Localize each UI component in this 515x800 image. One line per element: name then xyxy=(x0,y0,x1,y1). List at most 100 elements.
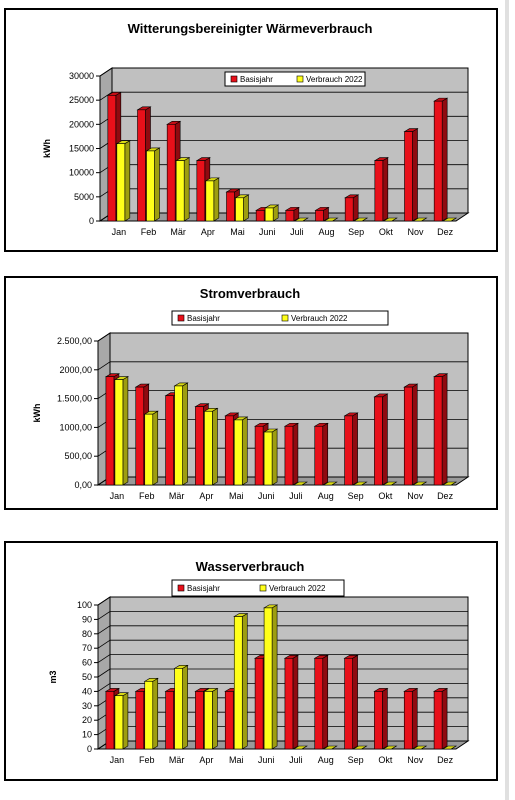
gridline-side xyxy=(97,625,111,635)
x-tick-label: Feb xyxy=(139,491,155,501)
y-tick-label: 20000 xyxy=(69,119,94,129)
bar-verbrauch2022-7 xyxy=(322,745,338,750)
gridline-side xyxy=(97,668,111,678)
legend-label: Verbrauch 2022 xyxy=(306,75,363,84)
y-tick-label: 60 xyxy=(82,658,92,668)
gridline-side xyxy=(97,596,111,606)
chart-strom: Stromverbrauch 0,00 500,00 1000,00 1.500,00 2… xyxy=(32,286,470,501)
bar-basisjahr-8 xyxy=(344,194,360,222)
y-axis-label: m3 xyxy=(48,670,58,683)
x-tick-label: Apr xyxy=(201,227,215,237)
bar-verbrauch2022-4 xyxy=(234,194,250,222)
legend-swatch xyxy=(296,75,304,83)
bar-verbrauch2022-7 xyxy=(322,481,338,486)
y-axis-label: kWh xyxy=(42,139,52,158)
bar-verbrauch2022-5 xyxy=(263,604,279,750)
bar-verbrauch2022-4 xyxy=(233,416,249,486)
x-tick-label: Okt xyxy=(379,227,394,237)
bar-verbrauch2022-2 xyxy=(175,157,191,222)
x-tick-label: Okt xyxy=(378,755,393,765)
bar-verbrauch2022-7 xyxy=(323,217,339,222)
gridline-side xyxy=(99,91,113,101)
y-tick-label: 70 xyxy=(82,643,92,653)
chart-legend: Basisjahr Verbrauch 2022 xyxy=(171,579,345,597)
y-tick-label: 50 xyxy=(82,672,92,682)
bar-basisjahr-11 xyxy=(433,97,449,222)
bar-verbrauch2022-5 xyxy=(264,204,280,222)
x-tick-label: Feb xyxy=(139,755,155,765)
chart-wasser: Wasserverbrauch 0 10 20 30 40 50 60 70 80 90 100 m3 J… xyxy=(48,559,470,765)
bar-basisjahr-9 xyxy=(373,157,389,222)
x-tick-label: Juni xyxy=(258,755,275,765)
bar-verbrauch2022-2 xyxy=(173,382,189,486)
y-tick-label: 2.500,00 xyxy=(57,336,92,346)
chart-title: Witterungsbereinigter Wärmeverbrauch xyxy=(128,21,373,36)
gridline-side xyxy=(97,654,111,663)
bar-verbrauch2022-11 xyxy=(442,217,458,222)
bar-verbrauch2022-3 xyxy=(204,177,220,222)
bar-verbrauch2022-10 xyxy=(412,745,428,750)
bar-basisjahr-9 xyxy=(373,687,389,750)
x-tick-label: Dez xyxy=(437,491,454,501)
x-tick-label: Juli xyxy=(290,227,304,237)
x-tick-label: Juni xyxy=(258,491,275,501)
bar-basisjahr-9 xyxy=(373,393,389,486)
bar-verbrauch2022-0 xyxy=(115,140,131,222)
bar-verbrauch2022-3 xyxy=(203,407,219,486)
bar-verbrauch2022-10 xyxy=(412,481,428,486)
y-tick-label: 80 xyxy=(82,629,92,639)
y-tick-label: 40 xyxy=(82,686,92,696)
x-tick-label: Aug xyxy=(318,755,334,765)
x-tick-label: Mai xyxy=(229,755,244,765)
legend-swatch xyxy=(281,314,289,322)
legend-swatch xyxy=(177,584,185,592)
legend-label: Basisjahr xyxy=(240,75,273,84)
legend-label: Verbrauch 2022 xyxy=(269,584,326,593)
x-tick-label: Apr xyxy=(199,755,213,765)
y-tick-label: 1.500,00 xyxy=(57,394,92,404)
bar-basisjahr-7 xyxy=(314,206,330,222)
bar-verbrauch2022-0 xyxy=(113,376,129,486)
x-tick-label: Feb xyxy=(141,227,157,237)
legend-swatch xyxy=(177,314,185,322)
bar-verbrauch2022-9 xyxy=(382,745,398,750)
x-tick-label: Juni xyxy=(259,227,276,237)
x-tick-label: Mai xyxy=(230,227,245,237)
y-tick-label: 100 xyxy=(77,600,92,610)
x-tick-label: Mär xyxy=(169,755,185,765)
bar-basisjahr-7 xyxy=(313,422,329,486)
bar-verbrauch2022-9 xyxy=(382,217,398,222)
bar-verbrauch2022-8 xyxy=(353,217,369,222)
x-tick-label: Sep xyxy=(348,755,364,765)
bar-verbrauch2022-4 xyxy=(233,612,249,750)
x-tick-label: Jan xyxy=(110,755,125,765)
bar-verbrauch2022-6 xyxy=(293,217,309,222)
bar-verbrauch2022-11 xyxy=(442,481,458,486)
legend-label: Basisjahr xyxy=(187,584,220,593)
y-tick-label: 0 xyxy=(89,216,94,226)
gridline-side xyxy=(97,683,111,692)
x-tick-label: Okt xyxy=(378,491,393,501)
bar-basisjahr-10 xyxy=(403,687,419,750)
y-tick-label: 10 xyxy=(82,730,92,740)
y-tick-label: 15000 xyxy=(69,144,94,154)
y-tick-label: 2000,00 xyxy=(59,365,92,375)
x-tick-label: Nov xyxy=(407,227,424,237)
bar-verbrauch2022-8 xyxy=(352,745,368,750)
bar-basisjahr-8 xyxy=(343,412,359,486)
bar-basisjahr-10 xyxy=(403,128,419,222)
y-axis-label: kWh xyxy=(32,404,42,423)
y-tick-label: 25000 xyxy=(69,95,94,105)
y-tick-label: 0,00 xyxy=(74,480,92,490)
bar-verbrauch2022-6 xyxy=(292,481,308,486)
bar-verbrauch2022-9 xyxy=(382,481,398,486)
bar-verbrauch2022-1 xyxy=(143,410,159,486)
gridline-side xyxy=(97,332,111,342)
chart-waerme: Witterungsbereinigter Wärmeverbrauch 0 500… xyxy=(42,21,470,237)
x-tick-label: Juli xyxy=(289,491,303,501)
legend-swatch xyxy=(230,75,238,83)
bar-verbrauch2022-2 xyxy=(173,664,189,750)
chart-title: Wasserverbrauch xyxy=(196,559,305,574)
bar-basisjahr-6 xyxy=(283,422,299,486)
bar-basisjahr-8 xyxy=(343,654,359,750)
